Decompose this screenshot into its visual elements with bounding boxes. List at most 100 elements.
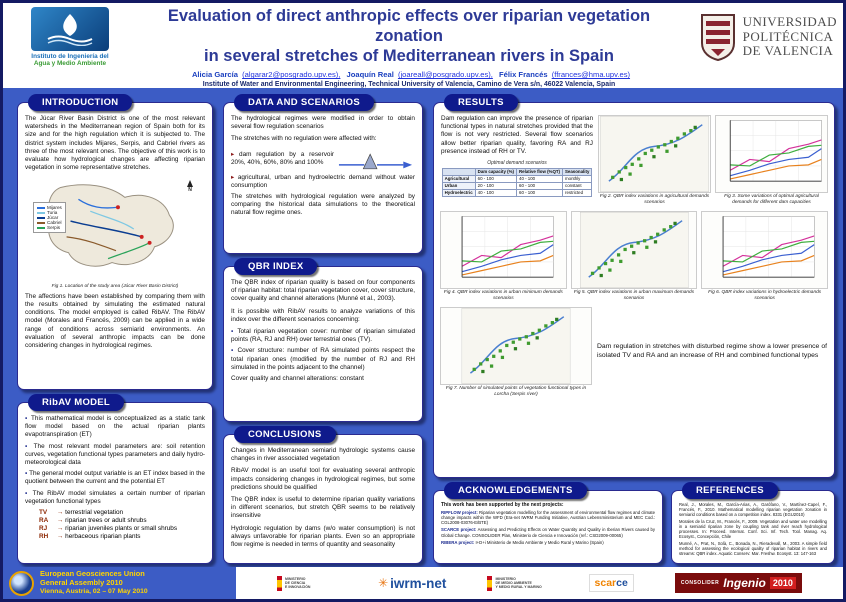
conclusion-para: Hydrologic regulation by dams (w/o water… bbox=[231, 524, 415, 548]
basin-map-icon bbox=[47, 184, 174, 267]
egu-line1: European Geosciences Union bbox=[40, 569, 145, 579]
table-header: Seasonality bbox=[561, 167, 593, 176]
reference-item: Munné, A., Prat, N., Solà, C., Bonada, N… bbox=[679, 541, 827, 557]
conclusion-para: The QBR index is useful to determine rip… bbox=[231, 495, 415, 520]
data-scenarios-panel: DATA AND SCENARIOS The hydrological regi… bbox=[223, 94, 423, 254]
qbr-para2: It is possible with RibAV results to ana… bbox=[231, 307, 415, 323]
author-email-link[interactable]: (algarar2@posgrado.upv.es), bbox=[242, 70, 341, 80]
scatter-map-figure bbox=[570, 211, 698, 290]
legend-label: Serpis bbox=[47, 225, 61, 231]
egu-banner: European Geosciences Union General Assem… bbox=[3, 567, 236, 599]
iwrm-net-text: iwrm-net bbox=[390, 575, 447, 591]
section-title-data-scenarios: DATA AND SCENARIOS bbox=[234, 94, 375, 111]
footer: European Geosciences Union General Assem… bbox=[3, 567, 843, 599]
ribav-bullet: The general model output variable is an … bbox=[25, 470, 205, 486]
poster-title-line2: in several stretches of Mediterranean ri… bbox=[204, 46, 614, 65]
type-abbr: RJ bbox=[39, 524, 48, 532]
qbr-bullet-structure: Cover structure: number of RA simulated … bbox=[231, 347, 415, 372]
acknowledgement-item: SCARCE project: Assessing and Predicting… bbox=[441, 527, 655, 537]
section-title-acknowledgements: ACKNOWLEDGEMENTS bbox=[444, 482, 587, 499]
table-cell: restricted bbox=[561, 188, 593, 197]
project-name: SCARCE project: bbox=[441, 527, 477, 533]
north-arrow-icon bbox=[187, 180, 193, 188]
author-name: Félix Francés bbox=[499, 70, 548, 80]
data-para2: The stretches with no regulation were af… bbox=[231, 135, 377, 143]
results-para2: Dam regulation in stretches with disturb… bbox=[597, 342, 827, 359]
qbr-para1: The QBR index of riparian quality is bas… bbox=[231, 279, 416, 303]
table-cell: 40 - 100 bbox=[516, 174, 563, 183]
table-cell: 60 - 100 bbox=[516, 188, 563, 197]
ministry-line: E INNOVACIÓN bbox=[285, 585, 311, 589]
fig1-caption: Fig 1. Location of the study area (Júcar… bbox=[51, 284, 179, 290]
university-name: UNIVERSIDAD POLITÉCNICA DE VALENCIA bbox=[743, 15, 837, 59]
type-desc: riparian trees or adult shrubs bbox=[57, 517, 146, 524]
introduction-para1: The Júcar River Basin District is one of… bbox=[25, 115, 205, 172]
iwrm-net-logo: ✳ iwrm-net bbox=[378, 576, 446, 591]
ministry-line: DE CIENCIA bbox=[285, 580, 306, 585]
acknowledgement-item: RIPFLOW project: Riparian vegetation mod… bbox=[441, 510, 655, 525]
acknowledgements-intro: This work has been supported by the next… bbox=[441, 502, 564, 508]
legend-label: Mijares bbox=[47, 205, 62, 211]
iiama-logo: Instituto de Ingeniería del Agua y Medio… bbox=[9, 7, 131, 67]
project-name: RIBERA project: bbox=[441, 539, 475, 545]
scenario-bullet-dam: dam regulation by a reservoir 20%, 40%, … bbox=[231, 151, 334, 167]
sail-waves-icon bbox=[47, 14, 93, 46]
table-row: Urban 20 - 100 60 - 100 constant bbox=[441, 181, 593, 190]
table-row: Hydroelectric 40 - 100 60 - 100 restrict… bbox=[441, 188, 593, 197]
table-cell: Hydroelectric bbox=[441, 188, 476, 197]
introduction-para2: The affections have been established by … bbox=[25, 292, 205, 349]
author-name: Alicia García bbox=[191, 70, 238, 80]
scatter-map-figure bbox=[440, 307, 592, 386]
conclusions-panel: CONCLUSIONS Changes in Mediterranean sem… bbox=[223, 426, 423, 564]
ministry-science-logo: MINISTERIO DE CIENCIA E INNOVACIÓN bbox=[277, 575, 337, 591]
acknowledgement-item: RIBERA project: I+D+i Ministerio de Medi… bbox=[441, 540, 655, 545]
author-email-link[interactable]: (ffrances@hma.upv.es) bbox=[551, 70, 631, 80]
title-block: Evaluation of direct anthropic effects o… bbox=[135, 7, 683, 88]
scarce-text-a: scar bbox=[594, 577, 617, 589]
legend-label: Júcar bbox=[47, 215, 59, 221]
author-email-link[interactable]: (joareall@posgrado.upv.es), bbox=[397, 70, 493, 80]
results-figure-fig3: Fig 3. Some variations of optimal agricu… bbox=[715, 115, 828, 208]
results-panel: RESULTS Dam regulation can improve the p… bbox=[433, 94, 835, 478]
legend-label: Cabriel bbox=[47, 220, 62, 226]
university-line1: UNIVERSIDAD bbox=[742, 14, 837, 30]
qbr-bullet-cover: Total riparian vegetation cover: number … bbox=[231, 328, 415, 344]
header: Instituto de Ingeniería del Agua y Medio… bbox=[3, 3, 843, 88]
results-closing-column: Dam regulation in stretches with disturb… bbox=[597, 307, 827, 400]
table-cell: 20 - 100 bbox=[474, 181, 518, 190]
fig3-caption: Fig 3. Some variations of optimal agricu… bbox=[724, 194, 819, 205]
type-desc: herbaceous riparian plants bbox=[57, 533, 140, 540]
fig7-caption: Fig 7. Number of simulated points of veg… bbox=[445, 386, 587, 397]
type-abbr: RH bbox=[39, 532, 49, 540]
egu-logo-icon bbox=[9, 570, 34, 596]
results-intro-column: Dam regulation can improve the presence … bbox=[441, 115, 593, 208]
ministry-environment-text: MINISTERIO DE MEDIO AMBIENTE Y MEDIO RUR… bbox=[495, 577, 547, 589]
scarce-text-b: ce bbox=[616, 577, 628, 589]
section-title-references: REFERENCES bbox=[682, 482, 778, 499]
type-desc: riparian juveniles plants or small shrub… bbox=[57, 525, 177, 532]
conclusion-para: Changes in Mediterranean semiarid hydrol… bbox=[231, 447, 415, 463]
line-chart-figure bbox=[715, 115, 828, 193]
results-figure-fig5: Fig 5. QBR index variations in urban max… bbox=[570, 211, 698, 304]
sponsor-logo-strip: MINISTERIO DE CIENCIA E INNOVACIÓN ✳ iwr… bbox=[236, 567, 843, 599]
scenario-bullet-demand: agricultural, urban and hydroelectric de… bbox=[231, 174, 415, 190]
ministry-line: MINISTERIO bbox=[495, 576, 516, 581]
map-legend: Mijares Turia Júcar Cabriel Serpis bbox=[33, 202, 66, 234]
type-desc: terrestrial vegetation bbox=[57, 509, 123, 516]
optimal-demand-table: Dam capacity (%) Relative flow (%QT) Sea… bbox=[441, 167, 593, 197]
reference-item: Morales de la Cruz, M., Francés, F., 200… bbox=[679, 519, 827, 540]
ribav-bullet: The most relevant model parameters are: … bbox=[25, 443, 205, 468]
university-line2: POLITÉCNICA bbox=[742, 28, 834, 44]
ministry-line: MINISTERIO bbox=[285, 576, 306, 581]
section-title-introduction: INTRODUCTION bbox=[28, 94, 133, 111]
legend-label: Turia bbox=[47, 210, 58, 216]
section-title-qbr-index: QBR INDEX bbox=[234, 258, 318, 275]
project-text: Riparian vegetation modelling for the as… bbox=[441, 510, 656, 526]
data-para1: The hydrological regimes were modified i… bbox=[231, 115, 415, 131]
ministry-science-text: MINISTERIO DE CIENCIA E INNOVACIÓN bbox=[285, 577, 337, 589]
institute-name-line2: Agua y Medio Ambiente bbox=[33, 60, 107, 67]
legend-swatch bbox=[37, 211, 45, 214]
university-line3: DE VALENCIA bbox=[742, 43, 834, 59]
upv-logo: UNIVERSIDAD POLITÉCNICA DE VALENCIA bbox=[699, 13, 837, 61]
results-table-title: Optimal demand scenarios bbox=[487, 159, 547, 166]
